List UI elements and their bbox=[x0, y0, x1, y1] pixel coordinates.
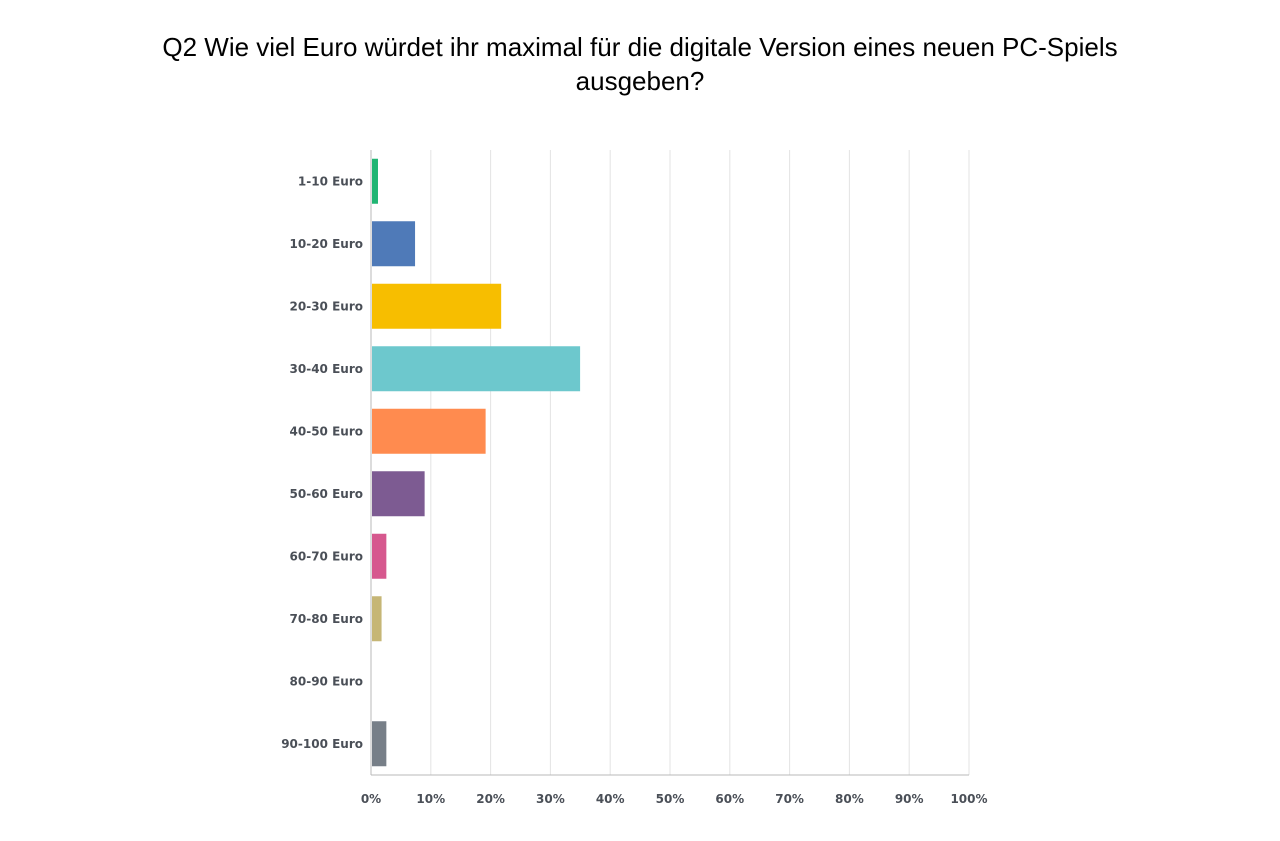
category-label: 40-50 Euro bbox=[290, 424, 363, 438]
x-tick-label: 100% bbox=[950, 792, 987, 806]
chart-title-line-2: ausgeben? bbox=[575, 66, 705, 96]
category-label: 80-90 Euro bbox=[290, 674, 363, 688]
category-label: 1-10 Euro bbox=[298, 174, 363, 188]
x-tick-label: 50% bbox=[656, 792, 685, 806]
x-tick-label: 0% bbox=[361, 792, 381, 806]
chart-title-line-1: Q2 Wie viel Euro würdet ihr maximal für … bbox=[162, 32, 1118, 62]
x-tick-label: 80% bbox=[835, 792, 864, 806]
x-tick-label: 40% bbox=[596, 792, 625, 806]
category-label: 10-20 Euro bbox=[290, 237, 363, 251]
category-label: 90-100 Euro bbox=[281, 737, 363, 751]
x-tick-label: 20% bbox=[476, 792, 505, 806]
category-label: 30-40 Euro bbox=[290, 362, 363, 376]
category-label: 50-60 Euro bbox=[290, 487, 363, 501]
bar-50-60-euro bbox=[372, 471, 425, 517]
category-label: 60-70 Euro bbox=[290, 549, 363, 563]
bar-20-30-euro bbox=[372, 283, 502, 329]
category-label: 70-80 Euro bbox=[290, 612, 363, 626]
category-label: 20-30 Euro bbox=[290, 299, 363, 313]
bar-60-70-euro bbox=[372, 533, 387, 579]
chart-title: Q2 Wie viel Euro würdet ihr maximal für … bbox=[40, 30, 1240, 98]
bar-90-100-euro bbox=[372, 721, 387, 767]
bar-30-40-euro bbox=[372, 346, 581, 392]
bar-10-20-euro bbox=[372, 221, 416, 267]
bar-1-10-euro bbox=[372, 158, 378, 204]
x-tick-label: 90% bbox=[895, 792, 924, 806]
bar-40-50-euro bbox=[372, 408, 486, 454]
x-tick-label: 70% bbox=[775, 792, 804, 806]
x-tick-label: 30% bbox=[536, 792, 565, 806]
x-tick-label: 10% bbox=[416, 792, 445, 806]
bar-70-80-euro bbox=[372, 596, 382, 642]
x-tick-label: 60% bbox=[715, 792, 744, 806]
